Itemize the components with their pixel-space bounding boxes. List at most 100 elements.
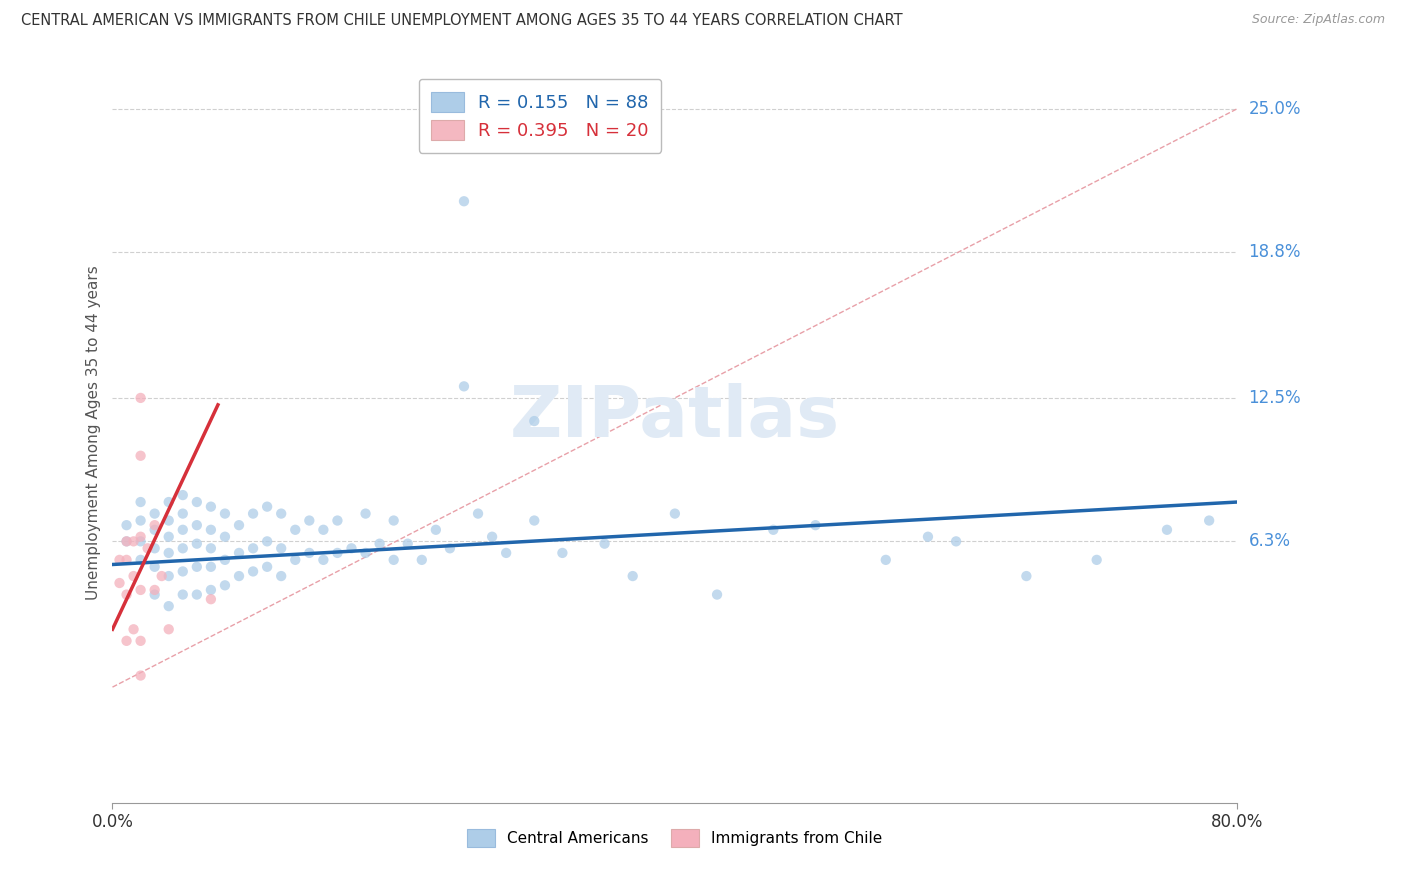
Point: [129, 534, 152, 549]
Point: [1085, 553, 1108, 567]
Point: [115, 553, 138, 567]
Point: [108, 576, 131, 591]
Point: [242, 565, 264, 579]
Point: [129, 668, 152, 682]
Point: [143, 541, 166, 556]
Point: [453, 379, 475, 393]
Point: [122, 534, 145, 549]
Point: [122, 569, 145, 583]
Point: [804, 518, 827, 533]
Point: [762, 523, 785, 537]
Point: [200, 541, 222, 556]
Point: [495, 546, 517, 560]
Point: [214, 578, 236, 592]
Point: [439, 541, 461, 556]
Text: 25.0%: 25.0%: [1249, 100, 1301, 118]
Point: [143, 582, 166, 597]
Point: [172, 541, 194, 556]
Point: [354, 507, 377, 521]
Point: [115, 518, 138, 533]
Point: [382, 553, 405, 567]
Point: [354, 546, 377, 560]
Point: [411, 553, 433, 567]
Point: [312, 553, 335, 567]
Text: CENTRAL AMERICAN VS IMMIGRANTS FROM CHILE UNEMPLOYMENT AMONG AGES 35 TO 44 YEARS: CENTRAL AMERICAN VS IMMIGRANTS FROM CHIL…: [21, 13, 903, 29]
Point: [298, 546, 321, 560]
Point: [481, 530, 503, 544]
Point: [1156, 523, 1178, 537]
Point: [396, 536, 419, 550]
Point: [382, 514, 405, 528]
Point: [143, 523, 166, 537]
Point: [115, 534, 138, 549]
Point: [326, 546, 349, 560]
Point: [340, 541, 363, 556]
Point: [523, 414, 546, 428]
Point: [551, 546, 574, 560]
Point: [200, 523, 222, 537]
Point: [115, 534, 138, 549]
Point: [270, 541, 292, 556]
Legend: Central Americans, Immigrants from Chile: Central Americans, Immigrants from Chile: [460, 822, 890, 855]
Point: [368, 536, 391, 550]
Point: [129, 553, 152, 567]
Point: [136, 541, 159, 556]
Point: [186, 588, 208, 602]
Point: [115, 633, 138, 648]
Point: [945, 534, 967, 549]
Point: [242, 541, 264, 556]
Point: [129, 582, 152, 597]
Point: [143, 588, 166, 602]
Point: [256, 500, 278, 514]
Point: [523, 514, 546, 528]
Point: [593, 536, 616, 550]
Point: [453, 194, 475, 209]
Point: [242, 507, 264, 521]
Point: [143, 518, 166, 533]
Point: [228, 518, 250, 533]
Point: [129, 391, 152, 405]
Point: [150, 569, 173, 583]
Point: [200, 592, 222, 607]
Text: 6.3%: 6.3%: [1249, 533, 1291, 550]
Point: [122, 622, 145, 636]
Point: [200, 559, 222, 574]
Point: [917, 530, 939, 544]
Point: [129, 514, 152, 528]
Point: [228, 546, 250, 560]
Point: [115, 588, 138, 602]
Point: [425, 523, 447, 537]
Point: [172, 565, 194, 579]
Point: [284, 553, 307, 567]
Point: [200, 582, 222, 597]
Point: [108, 553, 131, 567]
Point: [186, 495, 208, 509]
Point: [706, 588, 728, 602]
Point: [326, 514, 349, 528]
Point: [214, 553, 236, 567]
Point: [157, 599, 180, 614]
Point: [186, 536, 208, 550]
Point: [157, 546, 180, 560]
Point: [129, 530, 152, 544]
Point: [157, 622, 180, 636]
Point: [214, 507, 236, 521]
Point: [256, 559, 278, 574]
Point: [129, 449, 152, 463]
Point: [298, 514, 321, 528]
Point: [157, 514, 180, 528]
Point: [228, 569, 250, 583]
Point: [200, 500, 222, 514]
Point: [256, 534, 278, 549]
Y-axis label: Unemployment Among Ages 35 to 44 years: Unemployment Among Ages 35 to 44 years: [86, 265, 101, 600]
Point: [172, 507, 194, 521]
Text: 18.8%: 18.8%: [1249, 244, 1301, 261]
Point: [172, 588, 194, 602]
Point: [312, 523, 335, 537]
Point: [1015, 569, 1038, 583]
Point: [129, 495, 152, 509]
Text: Source: ZipAtlas.com: Source: ZipAtlas.com: [1251, 13, 1385, 27]
Text: ZIPatlas: ZIPatlas: [510, 384, 839, 452]
Point: [621, 569, 644, 583]
Text: 12.5%: 12.5%: [1249, 389, 1301, 407]
